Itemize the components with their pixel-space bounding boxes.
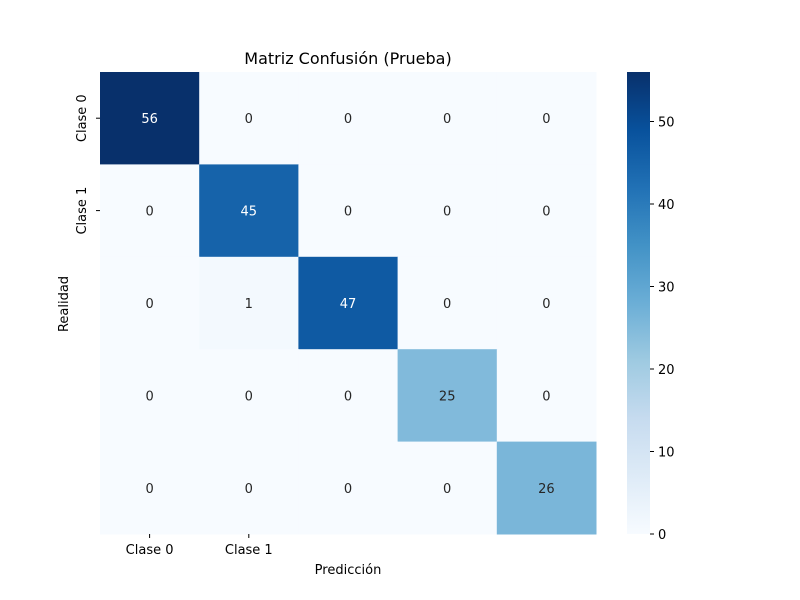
cell-value-r1-c2: 0 [344, 205, 352, 220]
heatmap-cell-r2-c2 [298, 256, 399, 350]
heatmap-cell-r1-c2 [298, 164, 399, 258]
x-tick-label-0: Clase 0 [126, 543, 174, 558]
cell-value-r2-c3: 0 [443, 297, 451, 312]
cell-value-r0-c3: 0 [443, 112, 451, 127]
cell-value-r4-c0: 0 [145, 482, 153, 497]
heatmap-cell-r3-c3 [397, 349, 498, 443]
heatmap-cell-r4-c3 [397, 441, 498, 535]
cell-value-r3-c0: 0 [145, 389, 153, 404]
colorbar-tick-label-5: 50 [658, 116, 675, 131]
heatmap-cell-r3-c1 [199, 349, 299, 443]
heatmap-cell-r1-c3 [397, 164, 498, 258]
heatmap-cell-r4-c2 [298, 441, 399, 535]
heatmap-cell-r3-c4 [496, 349, 597, 443]
cell-value-r4-c1: 0 [245, 482, 253, 497]
y-axis: Clase 0 Clase 1 [75, 94, 100, 235]
cell-value-r4-c4: 26 [538, 482, 555, 497]
x-tick-label-1: Clase 1 [225, 543, 273, 558]
cell-value-r4-c3: 0 [443, 482, 451, 497]
cell-value-r0-c2: 0 [344, 112, 352, 127]
colorbar-gradient [627, 72, 650, 534]
cell-value-r2-c1: 1 [245, 297, 253, 312]
heatmap-cell-r0-c4 [496, 72, 597, 165]
cell-value-r1-c4: 0 [542, 205, 550, 220]
cell-value-r2-c0: 0 [145, 297, 153, 312]
cell-value-r3-c3: 25 [439, 389, 456, 404]
heatmap-cell-r2-c4 [496, 256, 597, 350]
heatmap-cell-r4-c4 [496, 441, 597, 535]
colorbar-tick-label-3: 30 [658, 281, 675, 296]
heatmap-cell-r1-c1 [199, 164, 299, 258]
heatmap-cells [100, 72, 597, 535]
heatmap-cell-r2-c1 [199, 256, 299, 350]
colorbar-tick-label-1: 10 [658, 446, 675, 461]
cell-value-r0-c0: 56 [141, 112, 158, 127]
cell-value-r3-c4: 0 [542, 389, 550, 404]
heatmap-cell-r0-c0 [100, 72, 200, 165]
cell-value-r1-c0: 0 [145, 205, 153, 220]
cell-value-r4-c2: 0 [344, 482, 352, 497]
y-tick-label-1: Clase 1 [75, 187, 90, 235]
y-tick-label-0: Clase 0 [75, 94, 90, 142]
heatmap-cell-r1-c4 [496, 164, 597, 258]
cell-value-r0-c4: 0 [542, 112, 550, 127]
cell-value-r1-c1: 45 [241, 205, 258, 220]
heatmap-cell-r4-c0 [100, 441, 200, 535]
chart-title: Matriz Confusión (Prueba) [244, 49, 451, 68]
heatmap-cell-r4-c1 [199, 441, 299, 535]
colorbar: 0 10 20 30 40 50 [627, 72, 675, 543]
heatmap-cell-r0-c2 [298, 72, 399, 165]
cell-value-r2-c2: 47 [340, 297, 357, 312]
heatmap-cell-r3-c0 [100, 349, 200, 443]
cell-value-r3-c2: 0 [344, 389, 352, 404]
colorbar-tick-label-4: 40 [658, 198, 675, 213]
colorbar-tick-label-2: 20 [658, 363, 675, 378]
heatmap-cell-r1-c0 [100, 164, 200, 258]
colorbar-tick-label-0: 0 [658, 528, 666, 543]
cell-value-r0-c1: 0 [245, 112, 253, 127]
x-axis: Clase 0 Clase 1 [126, 534, 273, 558]
cell-value-r3-c1: 0 [245, 389, 253, 404]
heatmap-cell-r2-c0 [100, 256, 200, 350]
y-axis-label: Realidad [57, 276, 72, 332]
colorbar-ticks: 0 10 20 30 40 50 [650, 116, 675, 543]
cell-value-r1-c3: 0 [443, 205, 451, 220]
heatmap-cell-r2-c3 [397, 256, 498, 350]
heatmap-cell-r0-c3 [397, 72, 498, 165]
cell-value-r2-c4: 0 [542, 297, 550, 312]
cell-annotations: 56 0 0 0 0 0 45 0 0 0 0 1 47 0 0 0 0 0 25 0 0 0 0 0 26 [141, 112, 554, 497]
heatmap-cell-r3-c2 [298, 349, 399, 443]
heatmap-cell-r0-c1 [199, 72, 299, 165]
x-axis-label: Predicción [315, 563, 382, 578]
